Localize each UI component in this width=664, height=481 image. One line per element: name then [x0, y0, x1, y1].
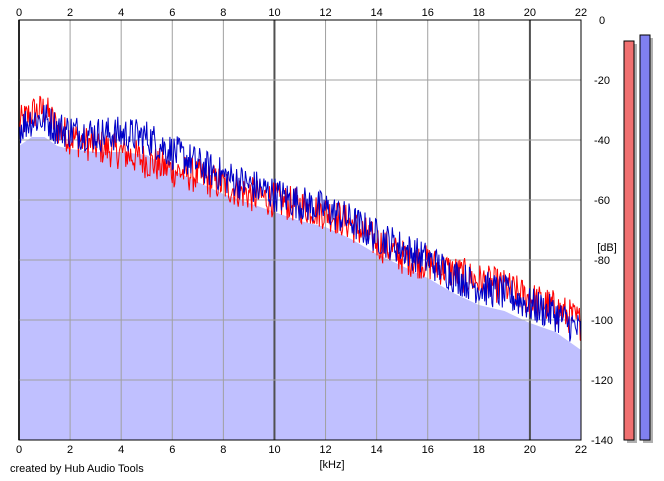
x-tick-label-top: 20: [524, 7, 536, 19]
axis-layer: 002244668810101212141416161818202022220-…: [16, 7, 613, 456]
x-tick-label-bottom: 0: [16, 444, 22, 456]
x-tick-label-top: 12: [319, 7, 331, 19]
series-layer: [18, 95, 582, 342]
x-tick-label-bottom: 12: [319, 444, 331, 456]
series-line-1: [18, 104, 582, 342]
y-tick-label: 0: [599, 15, 605, 27]
y-tick-label: -140: [591, 435, 613, 447]
plot-frame: [18, 19, 582, 441]
x-tick-label-bottom: 6: [169, 444, 175, 456]
x-tick-label-bottom: 18: [473, 444, 485, 456]
y-tick-label: -80: [594, 255, 610, 267]
y-tick-label: -60: [594, 195, 610, 207]
x-tick-label-top: 0: [16, 7, 22, 19]
x-tick-label-top: 10: [268, 7, 280, 19]
x-tick-label-bottom: 10: [268, 444, 280, 456]
level-meter-l: [623, 40, 635, 441]
x-tick-label-bottom: 22: [575, 444, 587, 456]
series-line-0: [18, 95, 582, 342]
level-meters: [623, 34, 653, 443]
x-tick-label-bottom: 16: [422, 444, 434, 456]
level-meter-r: [639, 34, 651, 441]
x-axis-title: [kHz]: [319, 459, 344, 471]
spectrum-fill-layer: [19, 137, 581, 440]
y-tick-label: -20: [594, 75, 610, 87]
y-tick-label: -100: [591, 315, 613, 327]
x-tick-label-top: 6: [169, 7, 175, 19]
x-tick-label-bottom: 14: [371, 444, 383, 456]
x-tick-label-bottom: 20: [524, 444, 536, 456]
x-tick-label-top: 18: [473, 7, 485, 19]
x-tick-label-top: 14: [371, 7, 383, 19]
x-tick-label-top: 8: [220, 7, 226, 19]
y-axis-title: [dB]: [597, 242, 617, 254]
footer-credit: created by Hub Audio Tools: [10, 463, 144, 475]
y-tick-label: -120: [591, 375, 613, 387]
x-tick-label-top: 22: [575, 7, 587, 19]
x-tick-label-bottom: 8: [220, 444, 226, 456]
x-tick-label-bottom: 4: [118, 444, 124, 456]
x-tick-label-top: 2: [67, 7, 73, 19]
x-tick-label-top: 16: [422, 7, 434, 19]
spectrum-fill: [19, 137, 581, 440]
x-tick-label-top: 4: [118, 7, 124, 19]
x-tick-label-bottom: 2: [67, 444, 73, 456]
y-tick-label: -40: [594, 135, 610, 147]
